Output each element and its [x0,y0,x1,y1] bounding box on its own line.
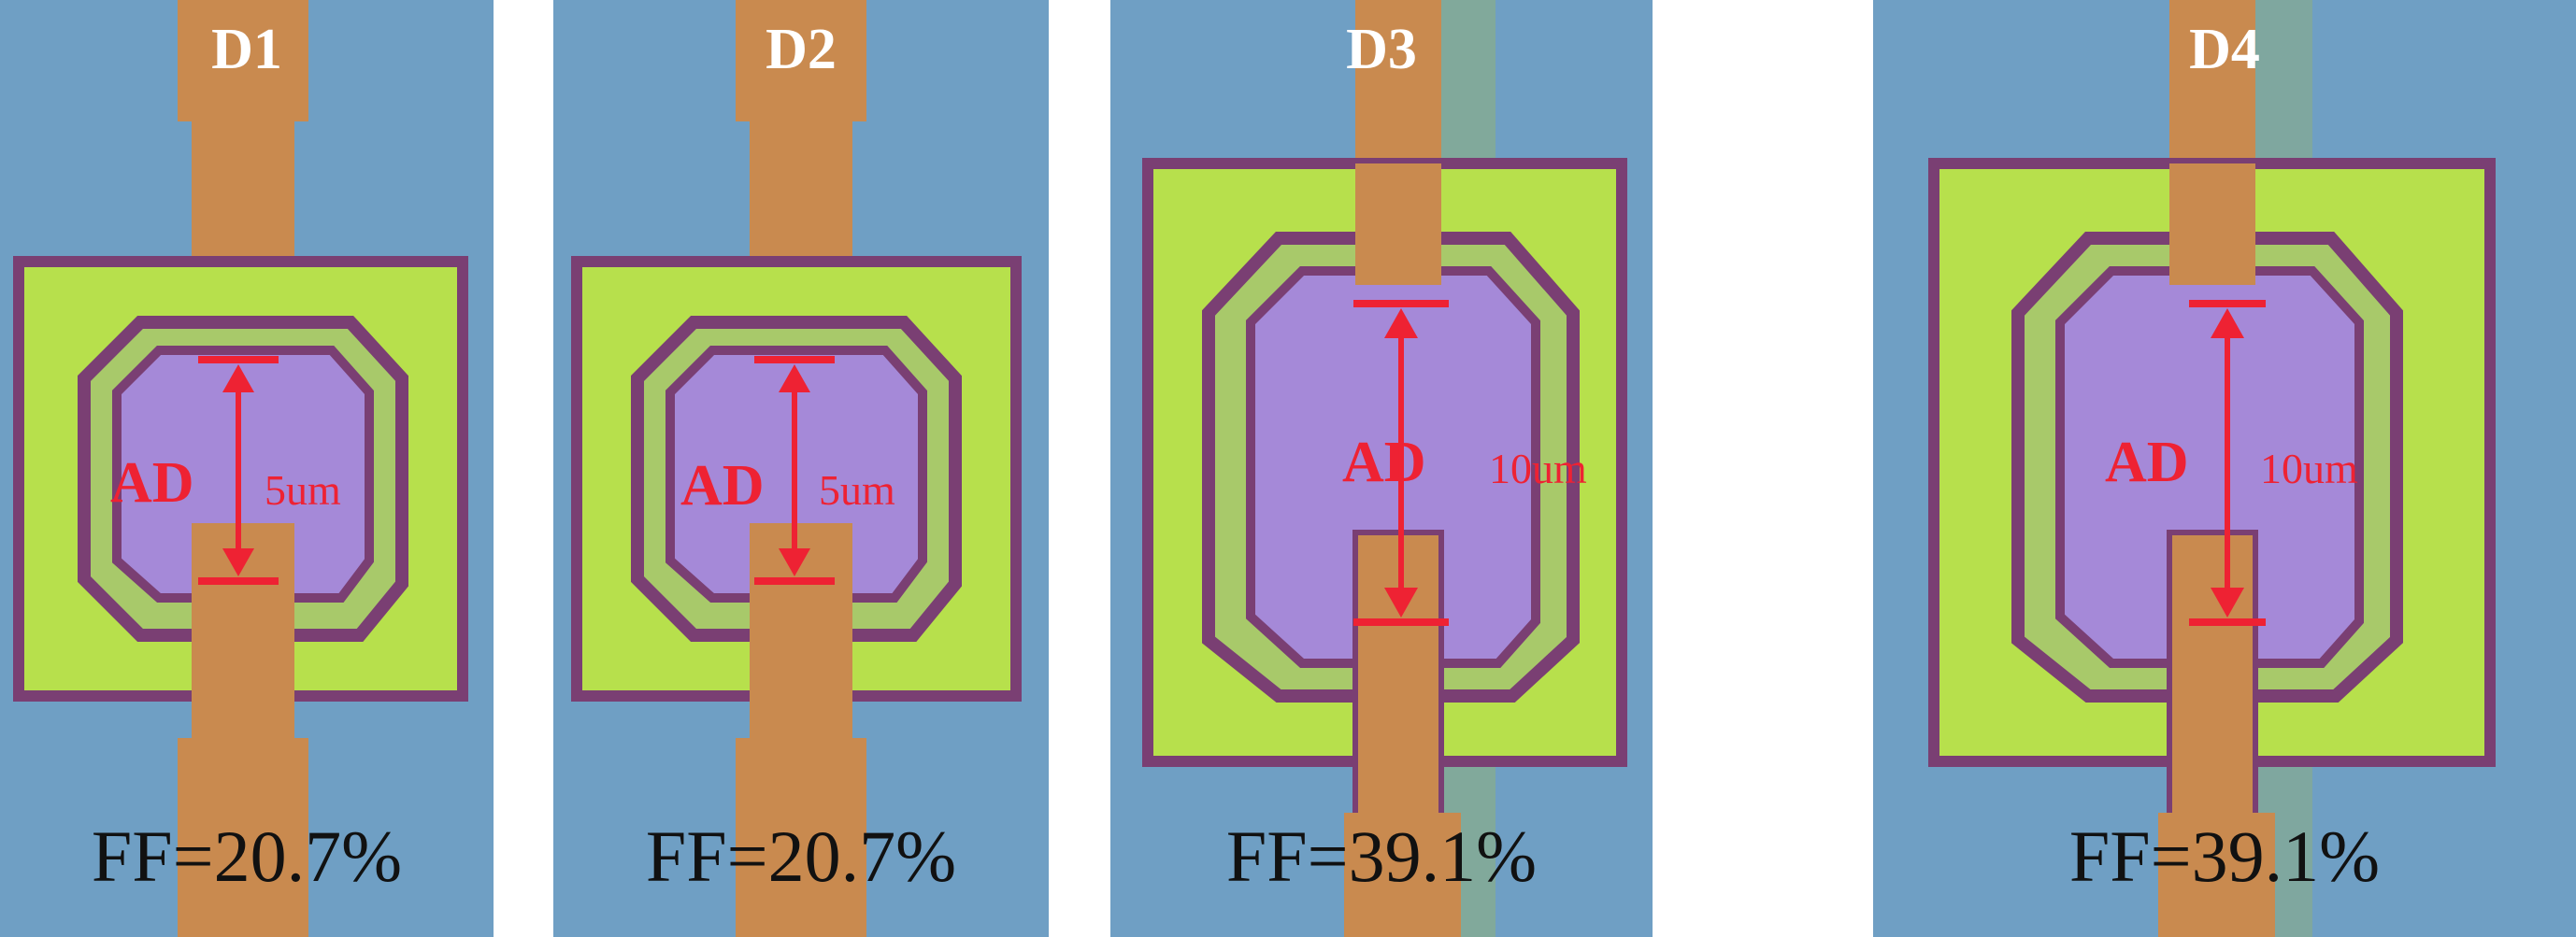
active-diameter-label: AD [1342,431,1426,494]
micrograph-d1 [0,0,494,937]
micrograph-d3 [1110,0,1653,937]
dimension-label: 5um [819,466,895,514]
dimension-label: 10um [1489,445,1587,492]
dimension-label: 5um [265,466,341,514]
dimension-label: 10um [2260,445,2358,492]
device-panel-d3: D3 AD 10um FF=39.1% [1110,0,1653,937]
device-panel-d2: D2 AD 5um FF=20.7% [553,0,1049,937]
device-title: D1 [211,18,282,81]
active-diameter-label: AD [110,451,194,515]
fill-factor-label: FF=20.7% [91,816,403,897]
micrograph-d2 [553,0,1049,937]
fill-factor-label: FF=39.1% [1225,816,1538,897]
active-diameter-label: AD [680,454,765,518]
fill-factor-label: FF=20.7% [645,816,957,897]
device-title: D3 [1346,18,1417,81]
device-title: D2 [766,18,837,81]
device-panel-d4: D4 AD 10um FF=39.1% [1873,0,2576,937]
micrograph-d4 [1873,0,2576,937]
active-diameter-label: AD [2105,431,2189,494]
device-title: D4 [2189,18,2260,81]
device-panel-d1: D1 AD 5um FF=20.7% [0,0,494,937]
fill-factor-label: FF=39.1% [2068,816,2381,897]
